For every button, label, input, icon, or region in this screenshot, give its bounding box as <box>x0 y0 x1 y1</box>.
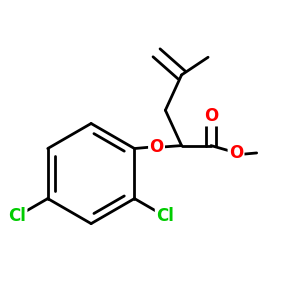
Text: O: O <box>229 144 243 162</box>
Text: O: O <box>204 107 218 125</box>
Text: Cl: Cl <box>8 207 26 225</box>
Text: O: O <box>149 138 164 156</box>
Text: Cl: Cl <box>156 207 174 225</box>
